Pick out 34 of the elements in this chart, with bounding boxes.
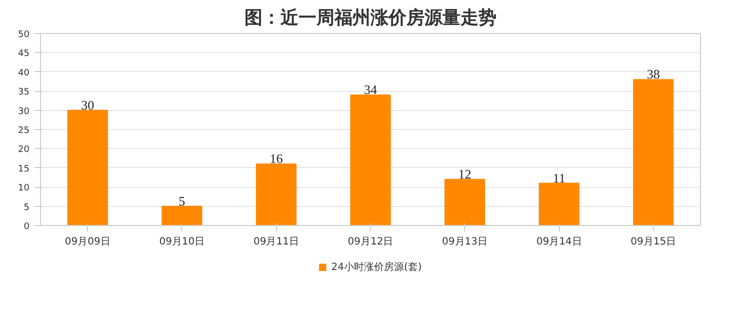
x-tick-label: 09月10日 bbox=[159, 236, 205, 248]
x-tick-label: 09月11日 bbox=[253, 236, 299, 248]
bar bbox=[67, 110, 108, 226]
bar bbox=[633, 79, 674, 226]
y-tick-label: 0 bbox=[24, 222, 30, 232]
bar bbox=[162, 206, 202, 226]
bar bbox=[444, 178, 486, 226]
y-tick-label: 50 bbox=[18, 30, 30, 40]
legend-label: 24小时涨价房源(套) bbox=[331, 260, 422, 274]
data-label: 16 bbox=[270, 151, 284, 166]
bar bbox=[350, 94, 391, 226]
y-tick-label: 30 bbox=[18, 106, 30, 117]
y-tick-label: 40 bbox=[18, 68, 30, 78]
x-tick-label: 09月09日 bbox=[64, 236, 110, 248]
chart-title: 图：近一周福州涨价房源量走势 bbox=[244, 8, 496, 28]
y-tick-label: 45 bbox=[18, 49, 30, 60]
y-tick-label: 20 bbox=[18, 145, 30, 156]
data-label: 5 bbox=[178, 193, 186, 208]
data-label: 30 bbox=[81, 97, 94, 112]
y-tick-label: 15 bbox=[18, 164, 30, 174]
x-tick-label: 09月13日 bbox=[442, 236, 488, 248]
data-label: 34 bbox=[364, 82, 378, 97]
y-tick-label: 25 bbox=[18, 126, 30, 136]
bar bbox=[256, 164, 297, 226]
data-label: 12 bbox=[458, 166, 472, 182]
data-label: 38 bbox=[646, 66, 660, 82]
data-label: 11 bbox=[552, 170, 566, 186]
y-tick-label: 35 bbox=[18, 88, 30, 98]
x-tick-label: 09月15日 bbox=[630, 236, 676, 248]
y-tick-label: 5 bbox=[24, 202, 30, 213]
y-tick-label: 10 bbox=[18, 184, 30, 194]
bar bbox=[538, 182, 580, 226]
x-tick-label: 09月12日 bbox=[348, 236, 394, 248]
x-tick-label: 09月14日 bbox=[536, 236, 582, 248]
